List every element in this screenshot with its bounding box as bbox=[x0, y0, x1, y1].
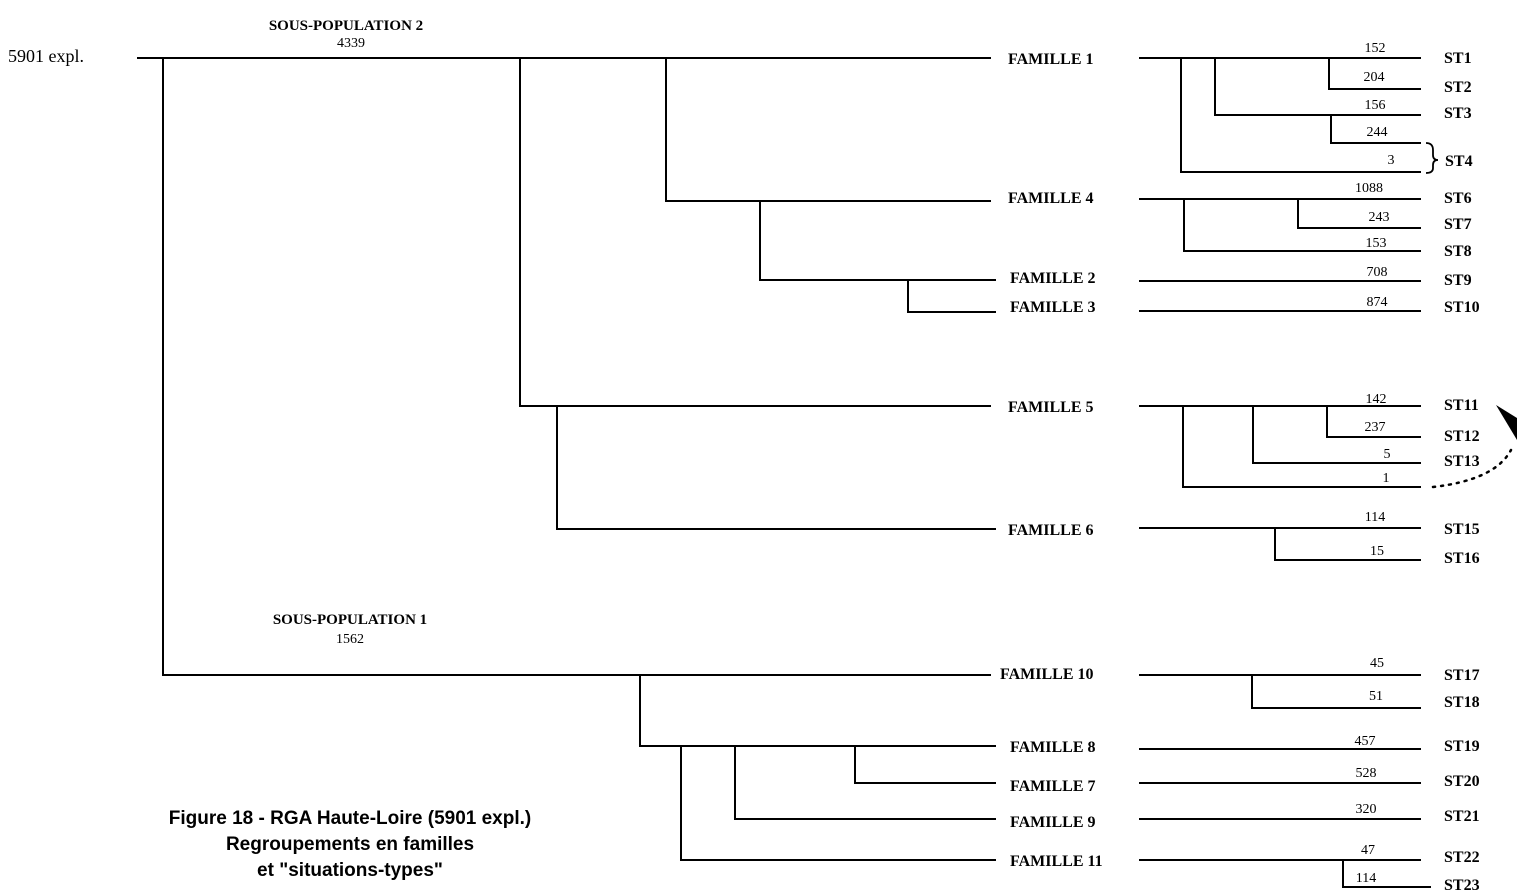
st-count: 51 bbox=[1369, 689, 1383, 704]
st-label: ST22 bbox=[1444, 849, 1480, 866]
st-count: 1 bbox=[1383, 471, 1390, 486]
st-count: 114 bbox=[1365, 510, 1385, 525]
st-label: ST7 bbox=[1444, 216, 1472, 233]
family-label: FAMILLE 11 bbox=[1010, 853, 1103, 870]
root-label: 5901 expl. bbox=[8, 46, 84, 66]
st-label: ST23 bbox=[1444, 877, 1480, 894]
figure-caption: Figure 18 - RGA Haute-Loire (5901 expl.)… bbox=[60, 806, 640, 884]
st4-brace bbox=[1425, 142, 1439, 174]
st-count: 47 bbox=[1361, 843, 1375, 858]
st-label: ST6 bbox=[1444, 190, 1472, 207]
st-label: ST20 bbox=[1444, 773, 1480, 790]
subpop-name: SOUS-POPULATION 2 bbox=[269, 18, 423, 34]
st-count: 457 bbox=[1355, 734, 1376, 749]
caption-line: et "situations-types" bbox=[257, 860, 443, 881]
subpop-name: SOUS-POPULATION 1 bbox=[273, 612, 427, 628]
st-count: 3 bbox=[1388, 153, 1395, 168]
st-count: 153 bbox=[1366, 236, 1387, 251]
st-label: ST11 bbox=[1444, 397, 1479, 414]
subpop-count: 1562 bbox=[336, 632, 364, 647]
family-label: FAMILLE 6 bbox=[1008, 522, 1093, 539]
st-label: ST21 bbox=[1444, 808, 1480, 825]
caption-line: Figure 18 - RGA Haute-Loire (5901 expl.) bbox=[168, 808, 532, 829]
family-label: FAMILLE 3 bbox=[1010, 299, 1095, 316]
family-label: FAMILLE 5 bbox=[1008, 399, 1093, 416]
family-label: FAMILLE 7 bbox=[1010, 778, 1095, 795]
st-count: 244 bbox=[1367, 125, 1388, 140]
st-label: ST2 bbox=[1444, 79, 1472, 96]
st-label: ST1 bbox=[1444, 50, 1472, 67]
st-count: 5 bbox=[1384, 447, 1391, 462]
arrowhead-icon bbox=[1496, 405, 1517, 440]
st-count: 708 bbox=[1367, 265, 1388, 280]
family-label: FAMILLE 8 bbox=[1010, 739, 1095, 756]
st-label: ST15 bbox=[1444, 521, 1480, 538]
family-label: FAMILLE 10 bbox=[1000, 666, 1093, 683]
st-label: ST8 bbox=[1444, 243, 1472, 260]
st-label: ST10 bbox=[1444, 299, 1480, 316]
st-count: 45 bbox=[1370, 656, 1384, 671]
family-label: FAMILLE 1 bbox=[1008, 51, 1093, 68]
family-label: FAMILLE 2 bbox=[1010, 270, 1095, 287]
st-count: 142 bbox=[1366, 392, 1387, 407]
st-label: ST12 bbox=[1444, 428, 1480, 445]
st-count: 1088 bbox=[1355, 181, 1383, 196]
st-label: ST4 bbox=[1445, 153, 1473, 170]
st-count: 114 bbox=[1356, 871, 1376, 886]
st-label: ST17 bbox=[1444, 667, 1480, 684]
dendrogram-lines bbox=[137, 57, 1431, 888]
st-label: ST19 bbox=[1444, 738, 1480, 755]
st-count: 528 bbox=[1356, 766, 1377, 781]
st-count: 204 bbox=[1364, 70, 1385, 85]
family-label: FAMILLE 4 bbox=[1008, 190, 1093, 207]
st-label: ST18 bbox=[1444, 694, 1480, 711]
st-count: 243 bbox=[1369, 210, 1390, 225]
family-label: FAMILLE 9 bbox=[1010, 814, 1095, 831]
st-count: 320 bbox=[1356, 802, 1377, 817]
subpop-count: 4339 bbox=[337, 36, 365, 51]
st-count: 874 bbox=[1367, 295, 1388, 310]
st-count: 156 bbox=[1365, 98, 1386, 113]
dotted-arrow-line bbox=[1431, 448, 1513, 489]
st-count: 152 bbox=[1365, 41, 1386, 56]
st-label: ST13 bbox=[1444, 453, 1480, 470]
st-label: ST16 bbox=[1444, 550, 1480, 567]
st-count: 15 bbox=[1370, 544, 1384, 559]
st-count: 237 bbox=[1365, 420, 1386, 435]
st-label: ST3 bbox=[1444, 105, 1472, 122]
caption-line: Regroupements en familles bbox=[225, 834, 475, 855]
st-label: ST9 bbox=[1444, 272, 1472, 289]
